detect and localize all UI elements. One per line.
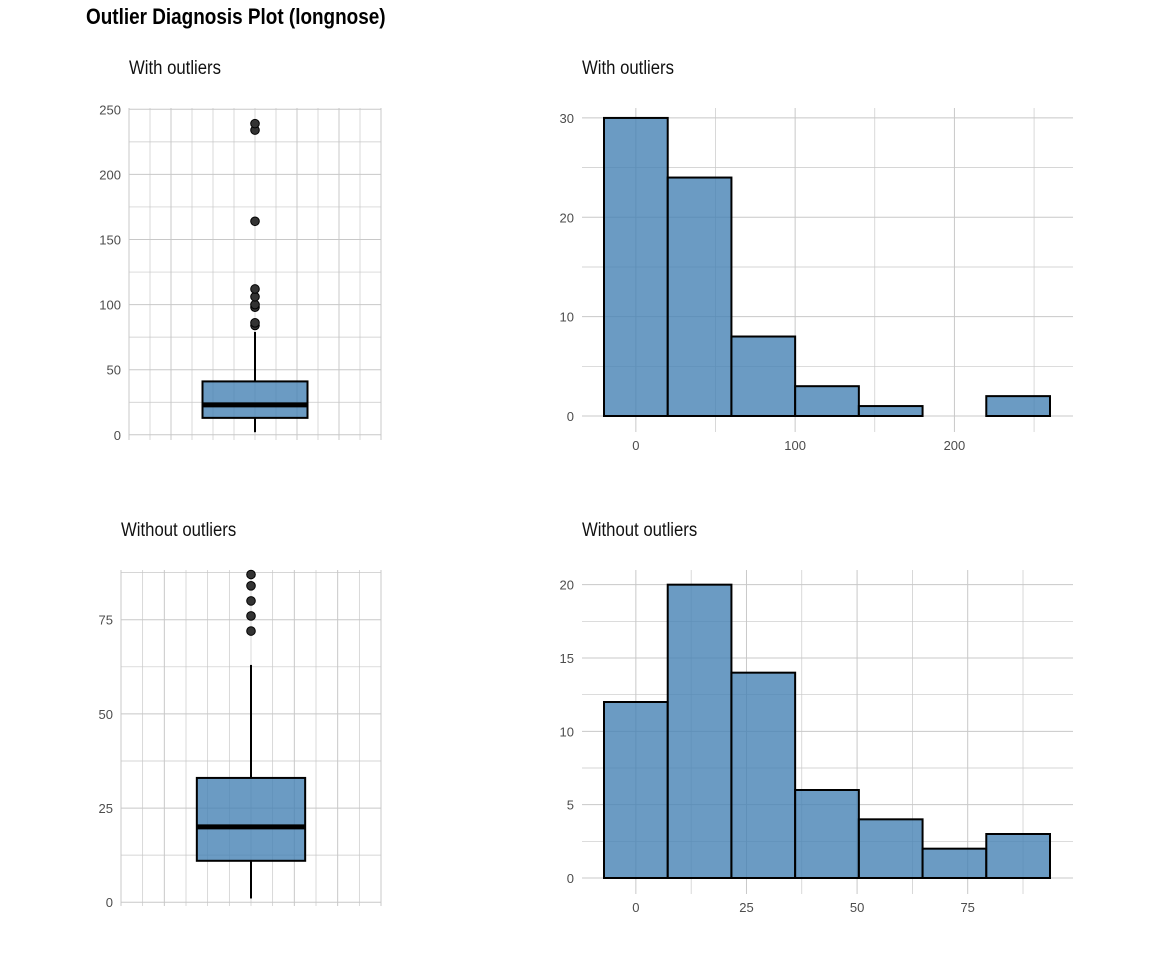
outlier-point: [247, 597, 256, 606]
y-tick-label: 50: [99, 707, 113, 722]
boxplot-without-outliers: 0 25 50 75: [99, 570, 381, 910]
y-tick-label: 5: [567, 798, 574, 813]
outlier-point: [247, 627, 256, 636]
histogram-bar: [859, 819, 923, 878]
outlier-point: [251, 319, 260, 328]
histogram-bar: [986, 834, 1050, 878]
y-tick-label: 0: [114, 428, 121, 443]
x-tick-label: 75: [960, 900, 974, 915]
histogram-bar: [859, 406, 923, 416]
outlier-point: [247, 582, 256, 591]
y-tick-label: 200: [99, 167, 121, 182]
y-tick-label: 0: [106, 895, 113, 910]
histogram-bar: [923, 849, 987, 878]
y-tick-label: 10: [560, 724, 574, 739]
y-tick-label: 0: [567, 871, 574, 886]
histogram-bar: [731, 337, 795, 416]
histogram-with-outliers: 0 10 20 30 0 100 200: [560, 108, 1073, 453]
outlier-point: [247, 612, 256, 621]
histogram-without-outliers: 0 5 10 15 20 0 25 50 75: [560, 570, 1073, 915]
outlier-point: [251, 217, 260, 226]
histogram-bar: [604, 702, 668, 878]
x-tick-label: 200: [944, 438, 966, 453]
histogram-bar: [795, 790, 859, 878]
histogram-bar: [668, 585, 732, 878]
box-iqr: [203, 381, 308, 417]
histogram-bar: [795, 386, 859, 416]
y-tick-label: 15: [560, 651, 574, 666]
y-tick-label: 250: [99, 102, 121, 117]
outlier-point: [251, 300, 260, 309]
x-tick-label: 25: [739, 900, 753, 915]
y-tick-label: 75: [99, 613, 113, 628]
histogram-bar: [668, 178, 732, 416]
outlier-point: [251, 285, 260, 294]
y-tick-label: 30: [560, 111, 574, 126]
histogram-bar: [986, 396, 1050, 416]
outlier-point: [247, 570, 256, 579]
y-tick-label: 50: [107, 363, 121, 378]
x-tick-label: 100: [784, 438, 806, 453]
x-tick-label: 0: [632, 900, 639, 915]
y-tick-label: 20: [560, 210, 574, 225]
histogram-bar: [604, 118, 668, 416]
y-tick-label: 25: [99, 801, 113, 816]
y-tick-label: 100: [99, 298, 121, 313]
boxplot-with-outliers: 0 50 100 150 200 250: [99, 102, 381, 442]
y-tick-label: 150: [99, 232, 121, 247]
x-tick-label: 50: [850, 900, 864, 915]
outlier-point: [251, 292, 260, 301]
y-tick-label: 10: [560, 310, 574, 325]
histogram-bar: [731, 673, 795, 878]
box-iqr: [197, 778, 305, 861]
y-tick-label: 0: [567, 409, 574, 424]
outlier-point: [251, 119, 260, 128]
y-tick-label: 20: [560, 578, 574, 593]
x-tick-label: 0: [632, 438, 639, 453]
